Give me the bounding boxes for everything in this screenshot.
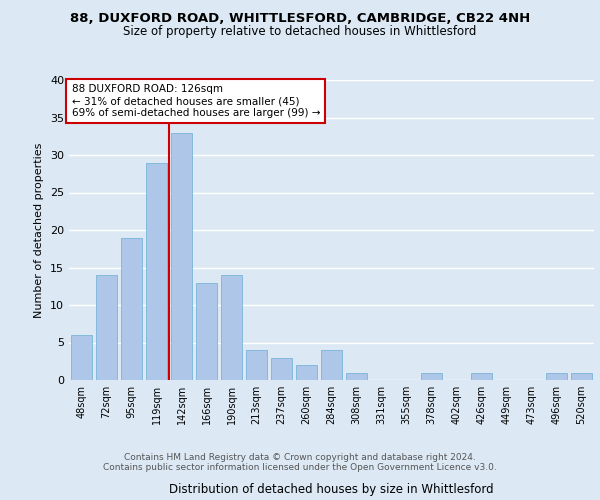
Bar	[221, 275, 242, 380]
Bar	[321, 350, 342, 380]
Bar	[471, 372, 492, 380]
Bar	[571, 372, 592, 380]
Text: 88 DUXFORD ROAD: 126sqm
← 31% of detached houses are smaller (45)
69% of semi-de: 88 DUXFORD ROAD: 126sqm ← 31% of detache…	[71, 84, 320, 117]
Bar	[96, 275, 117, 380]
Text: 88, DUXFORD ROAD, WHITTLESFORD, CAMBRIDGE, CB22 4NH: 88, DUXFORD ROAD, WHITTLESFORD, CAMBRIDG…	[70, 12, 530, 26]
Bar	[421, 372, 442, 380]
Text: Contains public sector information licensed under the Open Government Licence v3: Contains public sector information licen…	[103, 464, 497, 472]
Text: Contains HM Land Registry data © Crown copyright and database right 2024.: Contains HM Land Registry data © Crown c…	[124, 454, 476, 462]
Bar	[246, 350, 267, 380]
Bar	[121, 238, 142, 380]
Bar	[271, 358, 292, 380]
Bar	[71, 335, 92, 380]
Bar	[546, 372, 567, 380]
Bar	[296, 365, 317, 380]
X-axis label: Distribution of detached houses by size in Whittlesford: Distribution of detached houses by size …	[169, 482, 494, 496]
Bar	[196, 282, 217, 380]
Y-axis label: Number of detached properties: Number of detached properties	[34, 142, 44, 318]
Bar	[146, 162, 167, 380]
Text: Size of property relative to detached houses in Whittlesford: Size of property relative to detached ho…	[124, 25, 476, 38]
Bar	[346, 372, 367, 380]
Bar	[171, 132, 192, 380]
